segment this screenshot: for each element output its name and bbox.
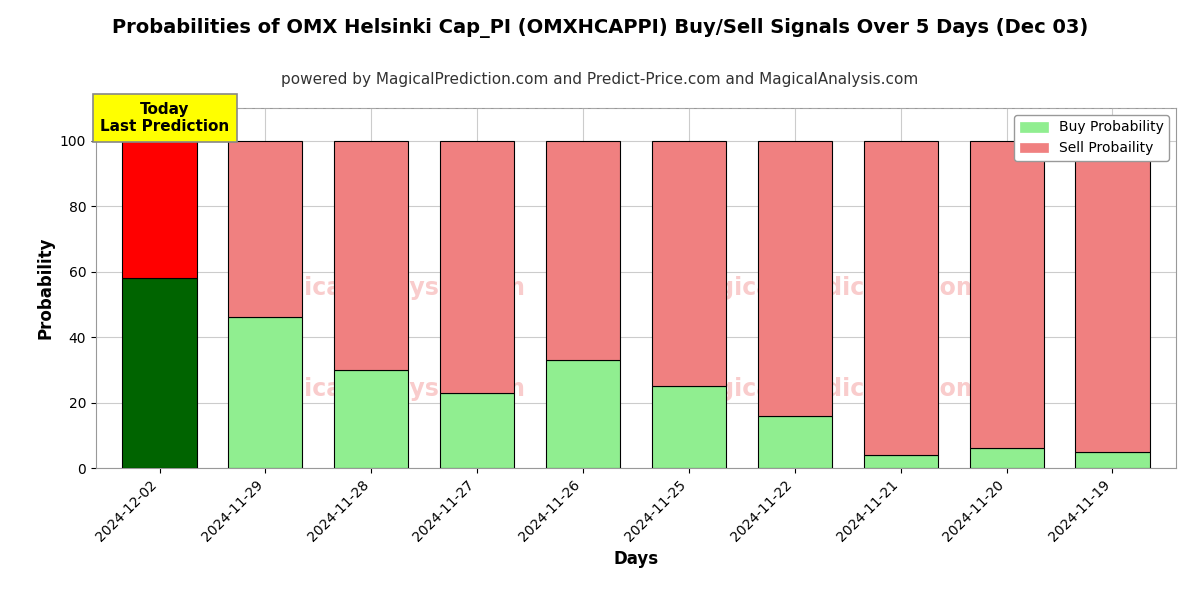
- Text: MagicalAnalysis.com: MagicalAnalysis.com: [250, 377, 526, 401]
- Bar: [652, 141, 726, 386]
- Bar: [970, 141, 1044, 448]
- Bar: [440, 141, 515, 393]
- Text: MagicalAnalysis.com: MagicalAnalysis.com: [250, 276, 526, 300]
- Y-axis label: Probability: Probability: [36, 237, 54, 339]
- Bar: [1075, 141, 1150, 452]
- Bar: [546, 141, 620, 360]
- Bar: [757, 416, 832, 468]
- Legend: Buy Probability, Sell Probaility: Buy Probability, Sell Probaility: [1014, 115, 1169, 161]
- X-axis label: Days: Days: [613, 550, 659, 568]
- Text: Today
Last Prediction: Today Last Prediction: [100, 101, 229, 134]
- Bar: [652, 386, 726, 468]
- Bar: [122, 141, 197, 278]
- Bar: [228, 141, 302, 317]
- Bar: [335, 370, 408, 468]
- Bar: [228, 317, 302, 468]
- Text: powered by MagicalPrediction.com and Predict-Price.com and MagicalAnalysis.com: powered by MagicalPrediction.com and Pre…: [281, 72, 919, 87]
- Bar: [440, 393, 515, 468]
- Text: MagicalPrediction.com: MagicalPrediction.com: [679, 276, 982, 300]
- Bar: [864, 141, 937, 455]
- Bar: [864, 455, 937, 468]
- Bar: [546, 360, 620, 468]
- Bar: [970, 448, 1044, 468]
- Bar: [335, 141, 408, 370]
- Bar: [757, 141, 832, 416]
- Text: Probabilities of OMX Helsinki Cap_PI (OMXHCAPPI) Buy/Sell Signals Over 5 Days (D: Probabilities of OMX Helsinki Cap_PI (OM…: [112, 18, 1088, 38]
- Bar: [1075, 452, 1150, 468]
- Bar: [122, 278, 197, 468]
- Text: MagicalPrediction.com: MagicalPrediction.com: [679, 377, 982, 401]
